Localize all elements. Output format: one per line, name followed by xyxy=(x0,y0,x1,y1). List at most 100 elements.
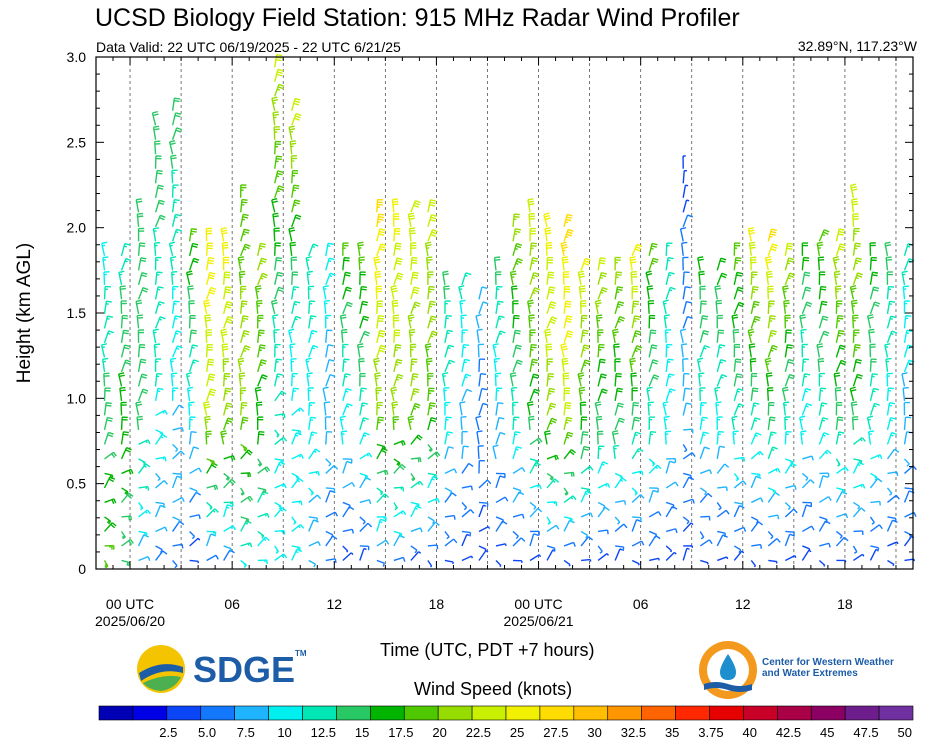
colorbar-label: 35 xyxy=(665,725,679,740)
wind-barb xyxy=(851,416,859,430)
wind-barb xyxy=(818,475,829,489)
wind-barb xyxy=(529,257,539,271)
wind-barb xyxy=(682,387,691,401)
wind-barb xyxy=(649,487,659,493)
wind-barb xyxy=(699,401,707,416)
wind-barb xyxy=(154,214,166,228)
wind-barb xyxy=(801,479,815,489)
wind-barb xyxy=(342,358,350,372)
y-tick-label: 1.0 xyxy=(67,390,87,406)
wind-barb xyxy=(291,112,302,126)
wind-barb xyxy=(239,315,249,329)
wind-barb xyxy=(291,169,299,184)
wind-barb xyxy=(699,539,713,547)
wind-barb xyxy=(376,228,386,242)
wind-barb xyxy=(444,359,455,373)
wind-barb xyxy=(562,271,570,285)
wind-barb xyxy=(137,272,148,286)
colorbar-swatch xyxy=(709,705,744,721)
wind-barb xyxy=(289,343,296,358)
wind-barb xyxy=(733,545,742,554)
wind-barb xyxy=(205,227,213,242)
wind-barb xyxy=(120,300,127,314)
wind-barb xyxy=(272,111,280,126)
wind-barb xyxy=(291,300,301,315)
wind-barb xyxy=(784,242,794,256)
colorbar-label: 27.5 xyxy=(543,725,568,740)
colorbar-labels: 2.5 5.0 7.5 10 12.5 15 17.5 20 22.5 25 27.5 30 32.5 3… xyxy=(159,725,912,740)
wind-barb xyxy=(784,508,798,518)
colorbar-swatch xyxy=(573,705,609,721)
wind-barb xyxy=(595,314,603,329)
wind-barb xyxy=(664,430,671,445)
wind-barb xyxy=(716,344,726,358)
wind-barb xyxy=(240,243,251,257)
wind-barb xyxy=(697,256,704,271)
wind-barb xyxy=(595,415,603,430)
wind-barb xyxy=(849,285,857,300)
x-axis-label: Time (UTC, PDT +7 hours) xyxy=(380,640,595,660)
wind-barb xyxy=(254,285,262,300)
wind-barb xyxy=(189,537,201,547)
wind-barb xyxy=(615,499,627,505)
wind-barb xyxy=(188,257,200,271)
wind-barb xyxy=(784,358,795,373)
wind-barb xyxy=(818,285,827,300)
wind-barb xyxy=(325,329,333,343)
wind-barb xyxy=(444,300,451,314)
wind-barb xyxy=(171,271,178,285)
wind-barb xyxy=(119,285,126,300)
wind-barb xyxy=(563,228,574,242)
sdge-wordmark-text: SDGE xyxy=(193,649,296,690)
wind-barb xyxy=(410,480,424,489)
wind-barb xyxy=(255,401,263,416)
wind-barb xyxy=(750,516,759,524)
wind-barb xyxy=(579,401,587,416)
wind-barb xyxy=(646,386,653,402)
wind-barb xyxy=(307,285,315,300)
wind-barb xyxy=(288,125,296,140)
wind-barb xyxy=(699,285,706,300)
colorbar-label: 25 xyxy=(510,725,524,740)
colorbar-swatch xyxy=(607,705,642,721)
wind-barb xyxy=(359,417,369,431)
wind-barb xyxy=(305,357,312,373)
wind-barb xyxy=(631,285,638,300)
wind-barb xyxy=(410,256,418,271)
wind-barb xyxy=(325,257,335,271)
wind-barb xyxy=(170,372,178,387)
wind-barb xyxy=(274,242,281,256)
colorbar-swatch xyxy=(777,705,812,721)
wind-barb xyxy=(427,475,439,489)
wind-barb xyxy=(154,316,166,329)
wind-barb xyxy=(119,386,126,401)
wind-barb xyxy=(698,270,705,285)
wind-barb xyxy=(801,301,813,315)
wind-barb xyxy=(154,169,163,184)
wind-barb xyxy=(257,512,270,518)
wind-barb xyxy=(257,530,265,539)
wind-barb xyxy=(257,272,268,286)
wind-barb xyxy=(546,271,555,285)
wind-barb xyxy=(120,531,126,540)
wind-barb xyxy=(869,271,879,285)
wind-barb xyxy=(664,329,672,343)
wind-barb xyxy=(240,542,253,548)
wind-barb xyxy=(716,374,728,387)
wind-barb xyxy=(257,257,267,271)
wind-barb xyxy=(509,372,517,387)
wind-barb xyxy=(220,227,228,242)
wind-barb xyxy=(614,548,623,561)
wind-barb xyxy=(376,487,384,496)
wind-barb xyxy=(223,549,235,561)
wind-barb xyxy=(308,487,314,496)
wind-barb xyxy=(665,388,676,402)
wind-barb xyxy=(784,257,795,271)
wind-barb xyxy=(818,387,827,401)
wind-barb xyxy=(512,228,521,242)
wind-barb xyxy=(749,256,757,271)
wind-barb xyxy=(801,387,812,402)
wind-barb xyxy=(373,357,380,373)
wind-barb xyxy=(393,530,403,538)
wind-barb xyxy=(270,299,278,315)
